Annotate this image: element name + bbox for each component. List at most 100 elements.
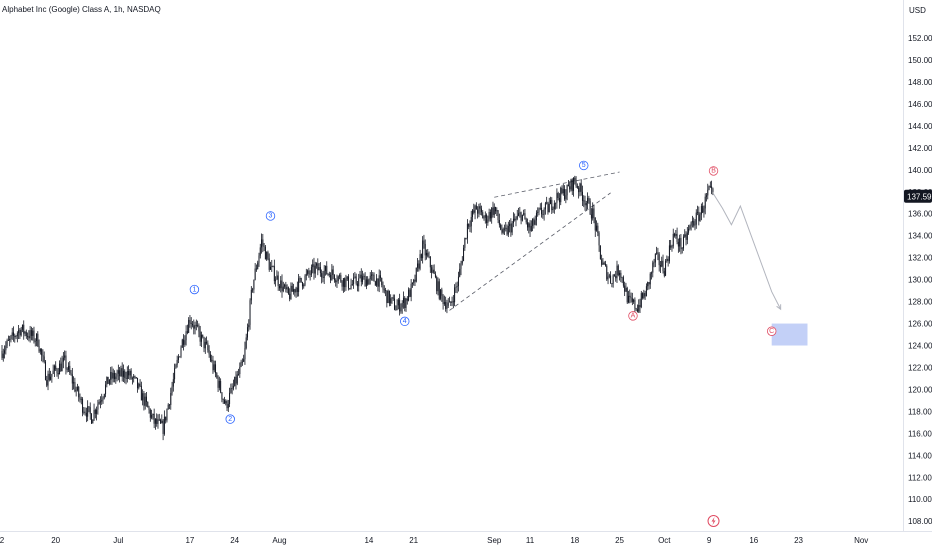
candle-body	[420, 254, 422, 259]
candle-body	[493, 206, 495, 215]
candle-body	[75, 390, 77, 392]
candle-body	[273, 266, 275, 282]
candle-body	[342, 278, 344, 287]
candle-body	[39, 349, 41, 352]
candle-body	[108, 379, 110, 384]
candle-body	[154, 418, 156, 424]
wave-label-text: C	[769, 328, 774, 335]
wave-label-circle	[225, 414, 235, 424]
candle-body	[608, 275, 610, 277]
wave-label-a[interactable]: A	[628, 311, 638, 321]
candle-body	[685, 234, 687, 240]
candle-body	[124, 370, 126, 378]
candle-body	[89, 407, 91, 414]
candle-body	[231, 388, 233, 389]
wave-label-5[interactable]: 5	[579, 160, 589, 171]
candle-body	[643, 293, 645, 298]
target-zone[interactable]	[771, 323, 808, 346]
wave-label-3[interactable]: 3	[265, 211, 276, 221]
candle-body	[106, 376, 108, 385]
candle-body	[455, 286, 457, 288]
candle-body	[457, 276, 459, 287]
candle-body	[574, 177, 576, 182]
price-tick-label: 114.00	[908, 451, 932, 460]
time-tick-label: 20	[51, 536, 60, 545]
candle-body	[423, 240, 425, 244]
candle-body	[689, 225, 691, 229]
candle-body	[34, 340, 36, 342]
candle-body	[192, 323, 194, 326]
candle-body	[318, 267, 320, 271]
candle-body	[211, 359, 213, 361]
candle-body	[495, 206, 497, 212]
wave-label-2[interactable]: 2	[225, 414, 235, 424]
candle-body	[459, 268, 461, 277]
candle-body	[437, 281, 439, 292]
candle-body	[503, 228, 505, 230]
candle-body	[222, 399, 224, 400]
candle-body	[519, 212, 521, 214]
wave-label-1[interactable]: 1	[189, 284, 200, 295]
candle-body	[425, 252, 427, 256]
time-tick-label: 23	[794, 536, 803, 545]
candle-body	[362, 276, 364, 282]
candle-body	[482, 212, 484, 219]
candle-body	[550, 199, 552, 204]
candle-body	[530, 225, 532, 231]
candle-body	[116, 373, 118, 377]
candle-body	[460, 263, 462, 269]
candle-body	[631, 298, 633, 302]
alert-icon[interactable]	[707, 515, 720, 527]
candle-body	[177, 356, 179, 360]
candle-body	[335, 280, 337, 283]
candle-body	[130, 370, 132, 379]
price-tick-label: 146.00	[908, 100, 932, 109]
time-tick-label: 14	[364, 536, 373, 545]
candle-body	[97, 404, 99, 410]
candle-body	[74, 382, 76, 392]
wedge-trendline[interactable]	[449, 192, 611, 311]
candle-body	[539, 207, 541, 209]
wedge-trendline[interactable]	[494, 171, 620, 198]
candle-body	[402, 297, 404, 303]
candle-body	[277, 275, 279, 286]
candle-body	[76, 386, 78, 391]
candle-body	[28, 336, 30, 339]
wave-label-b[interactable]: B	[708, 166, 719, 176]
candle-body	[395, 309, 397, 311]
price-tick-label: 144.00	[908, 122, 932, 131]
candle-body	[24, 331, 26, 334]
price-tick-label: 124.00	[908, 342, 932, 351]
time-tick-label: Sep	[487, 536, 502, 545]
candle-body	[413, 279, 415, 283]
candle-body	[648, 282, 650, 285]
candle-body	[313, 264, 315, 274]
candle-body	[388, 290, 390, 304]
candle-body	[37, 333, 39, 347]
candle-body	[119, 370, 121, 377]
wave-label-c[interactable]: C	[767, 326, 777, 336]
candle-body	[194, 324, 196, 329]
candle-body	[484, 214, 486, 218]
candle-body	[533, 218, 535, 225]
candle-body	[186, 331, 188, 333]
price-axis[interactable]: USD 108.00 110.00 112.00 114.00 116.00 118.00…	[908, 6, 932, 526]
candle-body	[573, 177, 575, 191]
candle-body	[649, 273, 651, 285]
candle-body	[13, 332, 15, 336]
candle-body	[290, 285, 292, 300]
time-axis[interactable]: 2 20 Jul 17 24 Aug 14 21 Sep 11 18 25 Oct 9 16 23 Nov	[0, 536, 868, 545]
candle-body	[498, 220, 500, 225]
candle-body	[30, 330, 32, 336]
wave-label-4[interactable]: 4	[400, 316, 410, 327]
time-tick-label: Nov	[854, 536, 868, 545]
candle-body	[252, 289, 254, 291]
candle-body	[333, 274, 335, 281]
candle-body	[135, 376, 137, 378]
candle-body	[419, 254, 421, 269]
candle-body	[674, 233, 676, 236]
projection-line[interactable]	[713, 193, 782, 310]
candle-body	[126, 371, 128, 380]
candle-body	[620, 272, 622, 278]
